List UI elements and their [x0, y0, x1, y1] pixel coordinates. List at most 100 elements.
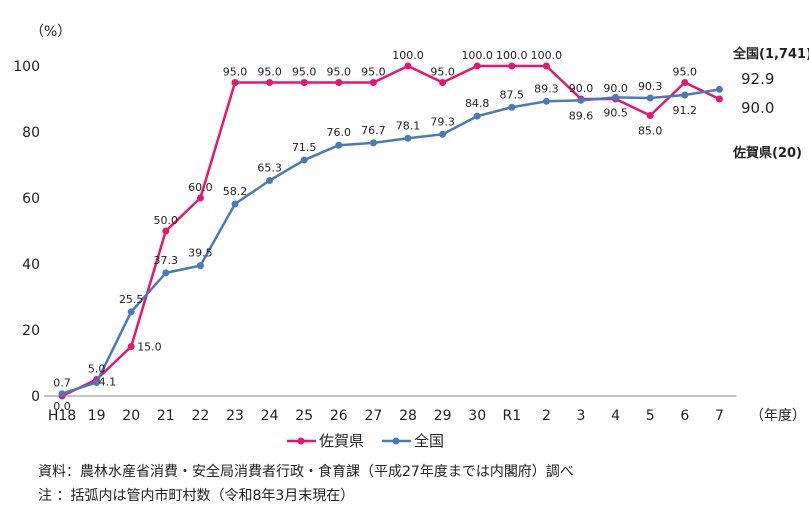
data-label-saga: 95.0 — [673, 66, 698, 79]
legend-item-saga: 佐賀県 — [287, 432, 364, 450]
series-line-national — [61, 88, 720, 395]
data-label-national: 4.1 — [99, 375, 117, 388]
data-point — [231, 79, 239, 86]
x-tick-label: 6 — [680, 408, 689, 424]
data-label-saga: 95.0 — [223, 66, 248, 79]
data-label-national: 84.8 — [465, 97, 490, 110]
end-value-saga: 90.0 — [741, 99, 774, 117]
data-point — [266, 79, 274, 86]
data-point — [266, 177, 274, 185]
series-layer — [58, 62, 723, 400]
data-label-saga: 95.0 — [257, 66, 282, 79]
data-point — [162, 227, 170, 235]
data-point — [369, 79, 377, 86]
x-tick-label: 26 — [330, 408, 348, 424]
data-point — [542, 97, 550, 105]
data-point — [646, 112, 654, 119]
data-point — [127, 343, 135, 350]
data-point — [439, 79, 447, 86]
data-label-saga: 95.0 — [292, 66, 317, 79]
data-label-national: 71.5 — [292, 141, 317, 154]
data-point — [439, 130, 447, 138]
data-point — [93, 378, 101, 386]
data-label-saga: 85.0 — [638, 125, 663, 138]
x-tick-label: 5 — [646, 408, 655, 424]
data-point — [231, 200, 239, 208]
data-point — [127, 308, 135, 316]
x-tick-label: 22 — [191, 408, 209, 424]
data-point — [369, 139, 377, 147]
data-point — [404, 134, 412, 142]
data-label-national: 87.5 — [500, 88, 525, 101]
data-label-saga: 100.0 — [496, 49, 528, 62]
x-axis-unit: （年度） — [750, 408, 806, 424]
y-axis-unit: （%） — [30, 24, 71, 40]
footnote: 注 ：括弧内は管内市町村数（令和8年3月末現在） — [38, 488, 355, 504]
data-label-national: 65.3 — [257, 162, 282, 175]
data-label-saga: 15.0 — [137, 341, 162, 354]
data-label-national: 39.5 — [188, 247, 213, 260]
data-label-national: 76.0 — [327, 126, 352, 139]
x-tick-label: 20 — [122, 408, 140, 424]
end-name-saga: 佐賀県(20) — [732, 145, 802, 161]
x-tick-label: 3 — [577, 408, 586, 424]
data-point — [508, 62, 516, 70]
x-tick-label: 28 — [399, 408, 417, 424]
legend-label-national: 全国 — [414, 432, 444, 450]
data-point — [196, 262, 204, 270]
data-label-saga: 100.0 — [392, 49, 424, 62]
data-labels: 0.0 5.0 15.0 50.0 60.0 95.0 95.0 95.0 95.0 95.0 10… — [53, 49, 697, 413]
legend-item-national: 全国 — [382, 432, 444, 450]
x-tick-label: 2 — [542, 408, 551, 424]
y-tick-label: 60 — [22, 191, 40, 207]
data-point — [335, 141, 343, 149]
data-point — [508, 103, 516, 111]
data-label-national: 91.2 — [673, 104, 698, 117]
data-label-national: 25.5 — [119, 293, 144, 306]
data-label-saga: 95.0 — [327, 66, 352, 79]
data-label-national: 58.2 — [223, 185, 248, 198]
data-label-saga: 95.0 — [361, 66, 386, 79]
data-point — [542, 62, 550, 70]
x-tick-label: 25 — [295, 408, 313, 424]
x-tick-label: 29 — [434, 408, 452, 424]
x-tick-label: 23 — [226, 408, 244, 424]
data-point — [404, 62, 412, 70]
data-point — [196, 194, 204, 202]
x-tick-label: 4 — [611, 408, 620, 424]
data-point — [681, 79, 689, 86]
x-tick-label: 7 — [715, 408, 724, 424]
x-tick-label: R1 — [502, 408, 521, 424]
data-label-national: 89.6 — [569, 109, 594, 122]
data-label-saga: 50.0 — [154, 214, 179, 227]
data-label-saga: 60.0 — [188, 181, 213, 194]
x-tick-label: 19 — [88, 408, 106, 424]
data-label-national: 79.3 — [430, 115, 455, 128]
x-tick-label: 30 — [468, 408, 486, 424]
data-point — [300, 79, 308, 86]
end-name-national: 全国(1,741) — [732, 46, 809, 62]
data-point — [162, 269, 170, 277]
data-label-national: 78.1 — [396, 119, 421, 132]
data-point — [715, 95, 723, 103]
data-label-saga: 5.0 — [88, 363, 106, 376]
y-tick-label: 20 — [22, 323, 40, 339]
data-point — [646, 94, 654, 102]
x-tick-label: 21 — [157, 408, 175, 424]
data-label-national: 0.7 — [53, 377, 71, 390]
data-label-saga: 90.0 — [569, 82, 594, 95]
data-point — [577, 96, 585, 104]
data-label-national: 37.3 — [154, 254, 179, 267]
data-label-saga: 100.0 — [461, 49, 493, 62]
data-point — [681, 91, 689, 99]
y-tick-label: 100 — [13, 59, 40, 75]
data-point — [473, 112, 481, 120]
data-point — [612, 93, 620, 101]
data-label-national: 90.5 — [603, 106, 628, 119]
data-label-saga: 100.0 — [531, 49, 563, 62]
data-label-national: 76.7 — [361, 124, 386, 137]
data-point — [473, 62, 481, 70]
data-point — [58, 390, 66, 398]
